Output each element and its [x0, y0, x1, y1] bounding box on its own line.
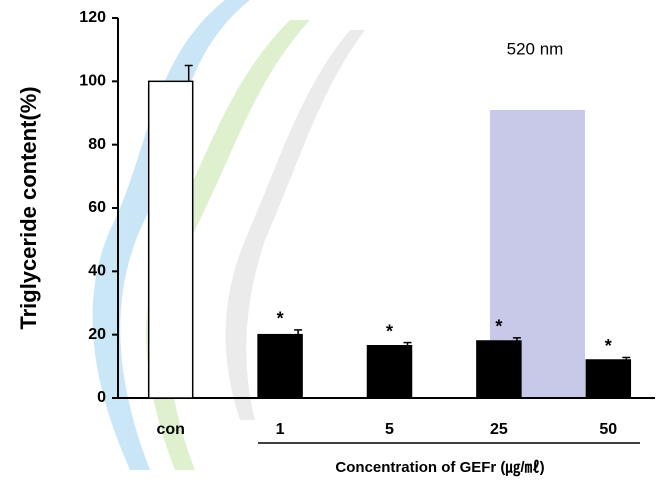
y-tick-label: 120: [79, 9, 106, 26]
y-tick-label: 80: [88, 136, 106, 153]
y-tick-label: 0: [97, 389, 106, 406]
y-tick-label: 20: [88, 326, 106, 343]
significance-marker: *: [605, 336, 612, 356]
y-tick-label: 60: [88, 199, 106, 216]
x-tick-label: 1: [276, 421, 285, 438]
bar: [257, 333, 303, 399]
annotation: 520 nm: [507, 39, 564, 58]
bar: [476, 340, 522, 399]
x-tick-label: con: [156, 421, 184, 438]
x-axis-label: Concentration of GEFr (㎍/㎖): [335, 459, 544, 477]
watermark-stripe: [225, 30, 365, 420]
x-tick-label: 25: [490, 421, 508, 438]
y-axis-label: Triglyceride content(%): [16, 86, 41, 329]
bar: [585, 359, 632, 399]
bar: [366, 345, 413, 399]
x-tick-label: 5: [385, 421, 394, 438]
significance-marker: *: [495, 317, 502, 337]
significance-marker: *: [386, 321, 393, 341]
y-tick-label: 40: [88, 263, 106, 280]
x-tick-label: 50: [599, 421, 617, 438]
significance-marker: *: [277, 309, 284, 329]
y-tick-label: 100: [79, 73, 106, 90]
bar: [147, 80, 194, 399]
